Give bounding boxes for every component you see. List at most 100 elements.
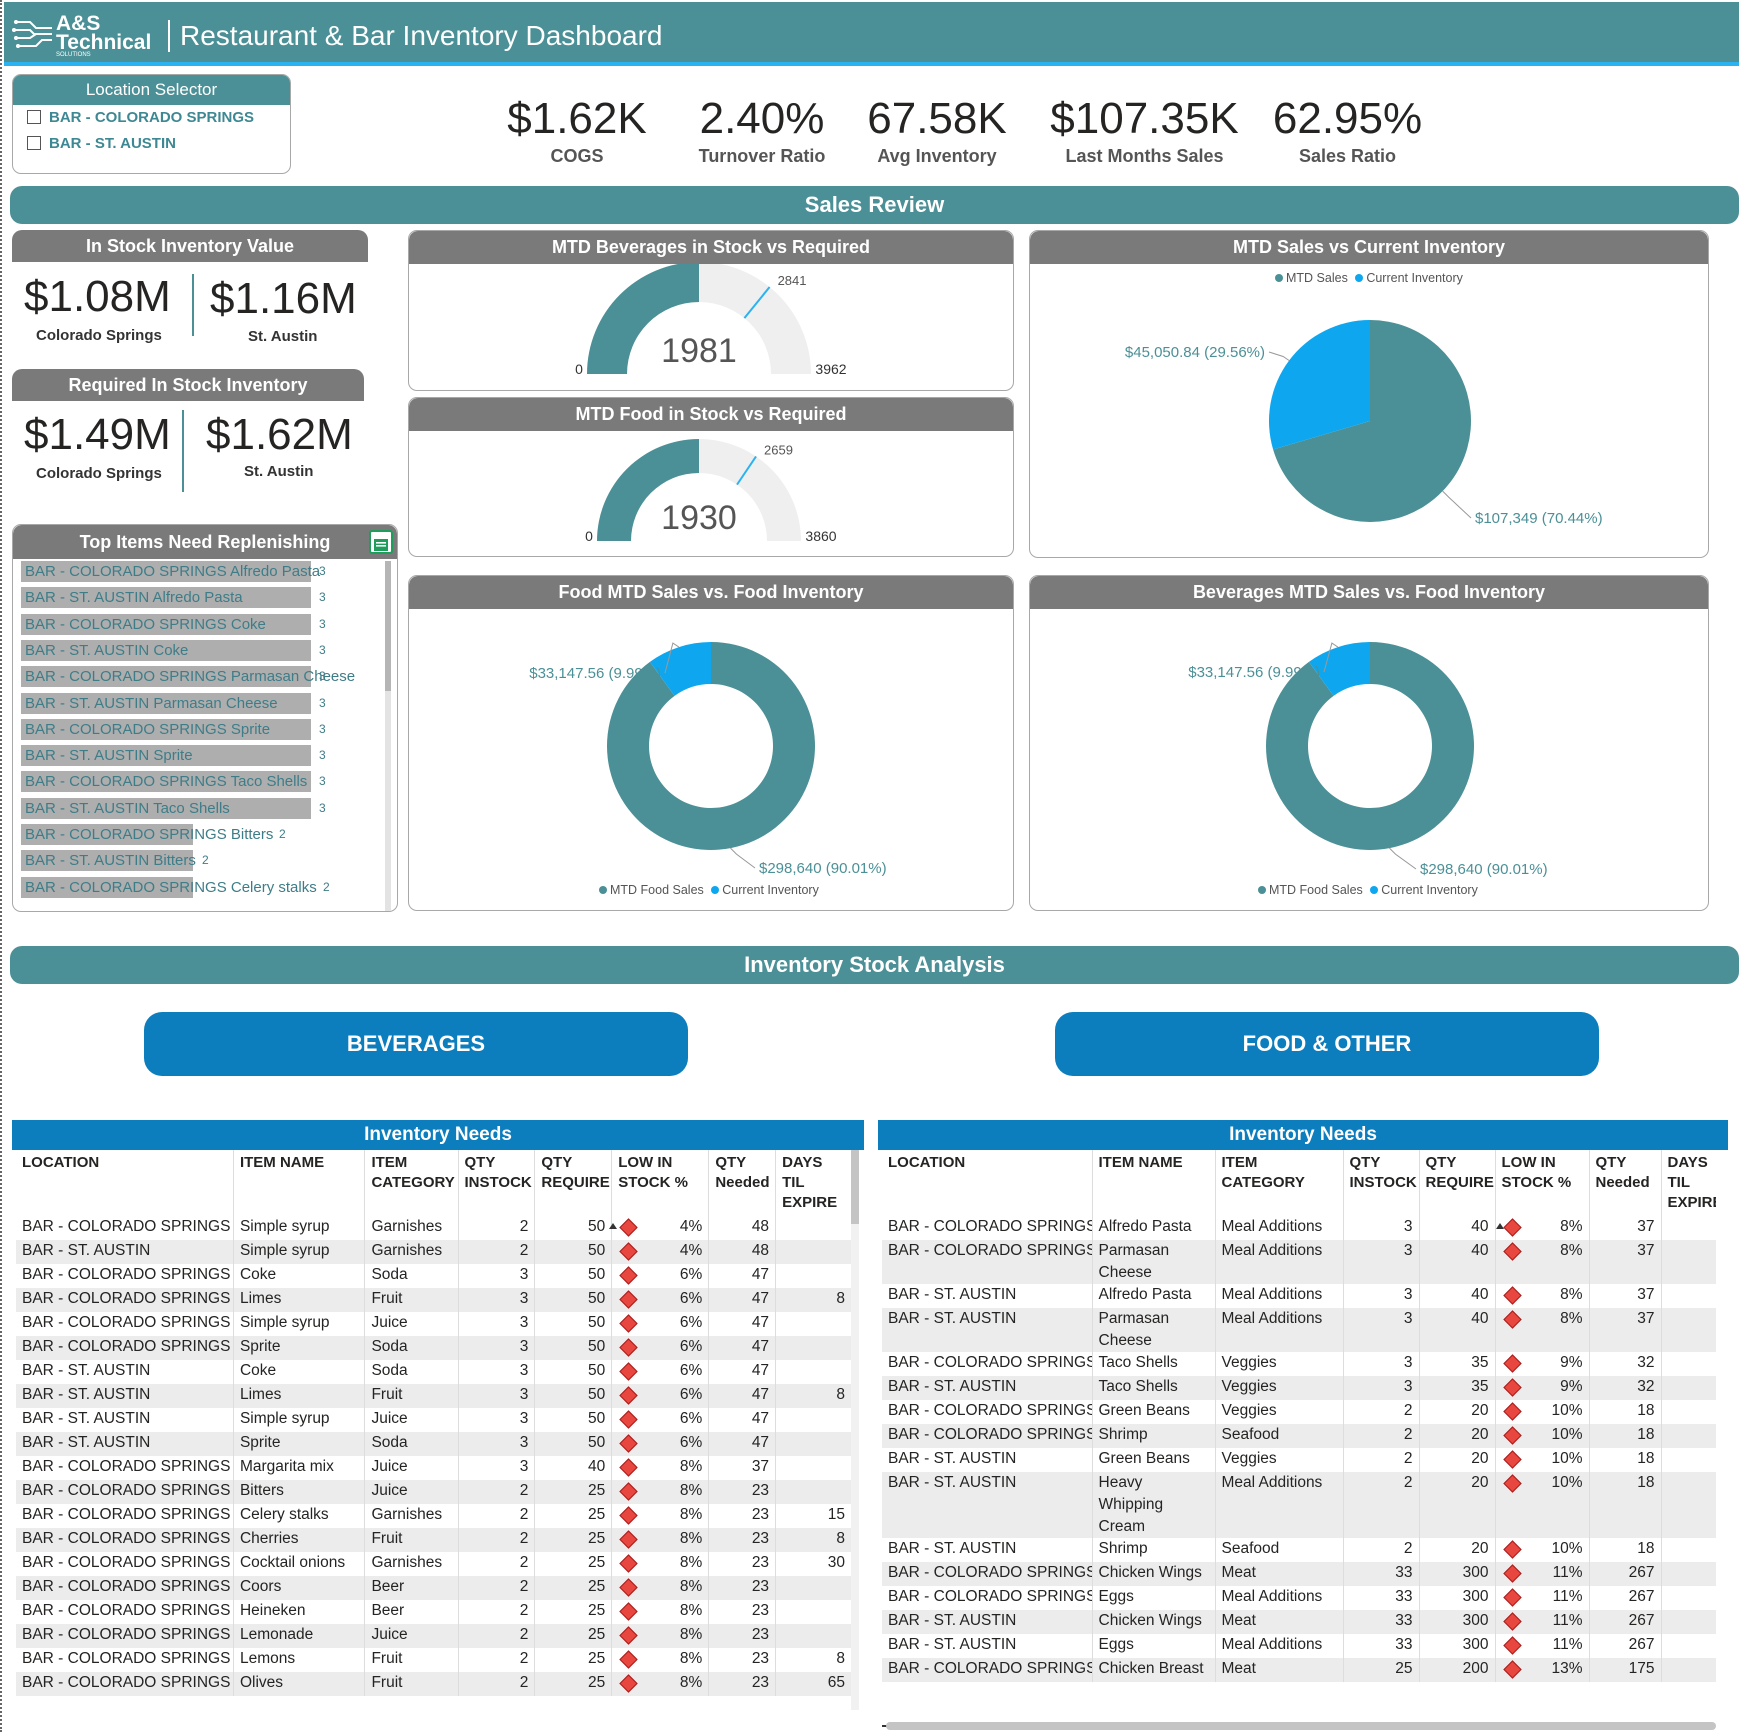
column-header-days-til-expire[interactable]: DAYS TIL EXPIRE	[775, 1150, 852, 1216]
column-header-item-name[interactable]: ITEM NAME	[1092, 1150, 1216, 1216]
top-item-row[interactable]: BAR - COLORADO SPRINGS Coke 3	[21, 613, 326, 635]
table-view-icon[interactable]	[369, 530, 393, 554]
table-row[interactable]: BAR - COLORADO SPRINGS Chicken Breast Meat…	[882, 1658, 1716, 1682]
table-row[interactable]: BAR - ST. AUSTIN Shrimp Seafood 2 20 10% 18	[882, 1538, 1716, 1562]
table-row[interactable]: BAR - ST. AUSTIN Chicken Wings Meat 33 300 11…	[882, 1610, 1716, 1634]
table-cell: 6%	[611, 1432, 710, 1456]
scrollbar[interactable]	[886, 1722, 1716, 1730]
location-option-st-austin[interactable]: BAR - ST. AUSTIN	[27, 135, 290, 161]
column-header-qty-require[interactable]: QTY REQUIRE	[534, 1150, 613, 1216]
column-header-location[interactable]: LOCATION	[16, 1150, 234, 1216]
table-row[interactable]: BAR - COLORADO SPRINGS Alfredo Pasta Meal …	[882, 1216, 1716, 1240]
column-header-days-til-expire[interactable]: DAYS TIL EXPIRE	[1661, 1150, 1716, 1216]
scrollbar[interactable]	[385, 561, 391, 911]
table-row[interactable]: BAR - ST. AUSTIN Parmasan Cheese Meal Addi…	[882, 1308, 1716, 1352]
table-row[interactable]: BAR - COLORADO SPRINGS Margarita mix Juice…	[16, 1456, 852, 1480]
table-row[interactable]: BAR - ST. AUSTIN Eggs Meal Additions 33 300 1…	[882, 1634, 1716, 1658]
table-cell: 50	[534, 1432, 613, 1456]
slice-mtd-sales	[649, 642, 711, 696]
checkbox-icon[interactable]	[27, 110, 41, 124]
table-row[interactable]: BAR - ST. AUSTIN Alfredo Pasta Meal Additi…	[882, 1284, 1716, 1308]
table-cell	[1661, 1562, 1716, 1586]
legend-item-current-inventory[interactable]: Current Inventory	[1370, 883, 1478, 897]
food-other-button[interactable]: FOOD & OTHER	[1055, 1012, 1599, 1076]
table-cell: 2	[458, 1648, 536, 1672]
column-header-qty-instock[interactable]: QTY INSTOCK	[458, 1150, 536, 1216]
column-header-qty-require[interactable]: QTY REQUIRE	[1419, 1150, 1496, 1216]
table-row[interactable]: BAR - COLORADO SPRINGS Cherries Fruit 2 25 8%…	[16, 1528, 852, 1552]
table-row[interactable]: BAR - COLORADO SPRINGS Celery stalks Garni…	[16, 1504, 852, 1528]
top-item-row[interactable]: BAR - ST. AUSTIN Taco Shells 3	[21, 797, 326, 819]
top-item-row[interactable]: BAR - ST. AUSTIN Parmasan Cheese 3	[21, 692, 326, 714]
table-row[interactable]: BAR - ST. AUSTIN Taco Shells Veggies 3 35 9% 3…	[882, 1376, 1716, 1400]
table-row[interactable]: BAR - COLORADO SPRINGS Cocktail onions Gar…	[16, 1552, 852, 1576]
table-row[interactable]: BAR - COLORADO SPRINGS Simple syrup Garnis…	[16, 1216, 852, 1240]
top-item-row[interactable]: BAR - ST. AUSTIN Sprite 3	[21, 745, 326, 767]
top-item-row[interactable]: BAR - COLORADO SPRINGS Taco Shells 3	[21, 771, 326, 793]
legend-item-current-inventory[interactable]: Current Inventory	[1355, 271, 1463, 285]
sort-indicator-icon	[609, 1223, 617, 1229]
table-cell: Meal Additions	[1215, 1308, 1344, 1352]
table-row[interactable]: BAR - ST. AUSTIN Simple syrup Juice 3 50 6% 47	[16, 1408, 852, 1432]
top-item-row[interactable]: BAR - COLORADO SPRINGS Sprite 3	[21, 718, 326, 740]
table-cell: 3	[458, 1288, 536, 1312]
beverages-button[interactable]: BEVERAGES	[144, 1012, 688, 1076]
column-header-item-name[interactable]: ITEM NAME	[233, 1150, 366, 1216]
inventory-analysis-band: Inventory Stock Analysis	[10, 946, 1739, 984]
column-header-qty-needed[interactable]: QTY Needed	[1589, 1150, 1662, 1216]
table-row[interactable]: BAR - COLORADO SPRINGS Coors Beer 2 25 8% 23	[16, 1576, 852, 1600]
table-row[interactable]: BAR - ST. AUSTIN Sprite Soda 3 50 6% 47	[16, 1432, 852, 1456]
column-header-low-in-stock[interactable]: LOW IN STOCK %	[1495, 1150, 1590, 1216]
table-cell: 3	[1343, 1308, 1420, 1352]
table-row[interactable]: BAR - ST. AUSTIN Green Beans Veggies 2 20 10%…	[882, 1448, 1716, 1472]
table-row[interactable]: BAR - COLORADO SPRINGS Lemonade Juice 2 25 8%…	[16, 1624, 852, 1648]
table-row[interactable]: BAR - COLORADO SPRINGS Coke Soda 3 50 6% 47	[16, 1264, 852, 1288]
top-item-row[interactable]: BAR - COLORADO SPRINGS Bitters 2	[21, 824, 286, 845]
table-cell: Fruit	[364, 1288, 459, 1312]
table-row[interactable]: BAR - ST. AUSTIN Heavy Whipping Cream Meal…	[882, 1472, 1716, 1538]
checkbox-icon[interactable]	[27, 136, 41, 150]
location-option-colorado-springs[interactable]: BAR - COLORADO SPRINGS	[27, 109, 290, 135]
table-row[interactable]: BAR - COLORADO SPRINGS Lemons Fruit 2 25 8% 23…	[16, 1648, 852, 1672]
column-header-item-category[interactable]: ITEM CATEGORY	[1215, 1150, 1344, 1216]
table-row[interactable]: BAR - COLORADO SPRINGS Limes Fruit 3 50 6% 47 8	[16, 1288, 852, 1312]
column-header-item-category[interactable]: ITEM CATEGORY	[364, 1150, 459, 1216]
legend-item-mtd-food-sales[interactable]: MTD Food Sales	[599, 883, 704, 897]
table-row[interactable]: BAR - ST. AUSTIN Limes Fruit 3 50 6% 47 8	[16, 1384, 852, 1408]
top-item-row[interactable]: BAR - COLORADO SPRINGS Celery stalks 2	[21, 876, 330, 898]
table-row[interactable]: BAR - COLORADO SPRINGS Chicken Wings Meat 3…	[882, 1562, 1716, 1586]
table-row[interactable]: BAR - COLORADO SPRINGS Heineken Beer 2 25 8% 2…	[16, 1600, 852, 1624]
data-label-current-inventory: $298,640 (90.01%)	[1420, 861, 1548, 878]
table-row[interactable]: BAR - COLORADO SPRINGS Sprite Soda 3 50 6% 47	[16, 1336, 852, 1360]
table-row[interactable]: BAR - COLORADO SPRINGS Parmasan Cheese Mea…	[882, 1240, 1716, 1284]
scrollbar[interactable]	[851, 1150, 859, 1710]
legend-item-current-inventory[interactable]: Current Inventory	[711, 883, 819, 897]
top-item-row[interactable]: BAR - COLORADO SPRINGS Alfredo Pasta 3	[21, 561, 326, 582]
table-row[interactable]: BAR - COLORADO SPRINGS Simple syrup Juice 3…	[16, 1312, 852, 1336]
table-cell: Fruit	[364, 1528, 459, 1552]
legend-item-mtd-food-sales[interactable]: MTD Food Sales	[1258, 883, 1363, 897]
table-cell: 267	[1589, 1586, 1662, 1610]
top-item-row[interactable]: BAR - ST. AUSTIN Alfredo Pasta 3	[21, 587, 326, 609]
top-item-label: BAR - ST. AUSTIN Bitters	[25, 852, 196, 870]
table-row[interactable]: BAR - COLORADO SPRINGS Bitters Juice 2 25 8% 2…	[16, 1480, 852, 1504]
legend-item-mtd-sales[interactable]: MTD Sales	[1275, 271, 1348, 285]
table-row[interactable]: BAR - COLORADO SPRINGS Eggs Meal Additions…	[882, 1586, 1716, 1610]
table-row[interactable]: BAR - COLORADO SPRINGS Taco Shells Veggies…	[882, 1352, 1716, 1376]
kpi-cogs: $1.62K COGS	[507, 94, 647, 166]
table-row[interactable]: BAR - COLORADO SPRINGS Olives Fruit 2 25 8% 23…	[16, 1672, 852, 1696]
top-item-row[interactable]: BAR - COLORADO SPRINGS Parmasan Cheese 3	[21, 666, 355, 688]
column-header-qty-instock[interactable]: QTY INSTOCK	[1343, 1150, 1420, 1216]
top-item-label: BAR - COLORADO SPRINGS Bitters	[25, 826, 274, 843]
table-row[interactable]: BAR - ST. AUSTIN Simple syrup Garnishes 2 50…	[16, 1240, 852, 1264]
table-row[interactable]: BAR - ST. AUSTIN Coke Soda 3 50 6% 47	[16, 1360, 852, 1384]
top-item-row[interactable]: BAR - ST. AUSTIN Coke 3	[21, 639, 326, 661]
table-cell: 18	[1589, 1424, 1662, 1448]
column-header-qty-needed[interactable]: QTY Needed	[708, 1150, 777, 1216]
top-item-row[interactable]: BAR - ST. AUSTIN Bitters 2	[21, 850, 209, 872]
table-row[interactable]: BAR - COLORADO SPRINGS Green Beans Veggies…	[882, 1400, 1716, 1424]
column-header-low-in-stock[interactable]: LOW IN STOCK %	[611, 1150, 710, 1216]
table-row[interactable]: BAR - COLORADO SPRINGS Shrimp Seafood 2 20 10…	[882, 1424, 1716, 1448]
table-cell: Garnishes	[364, 1216, 459, 1240]
column-header-location[interactable]: LOCATION	[882, 1150, 1093, 1216]
